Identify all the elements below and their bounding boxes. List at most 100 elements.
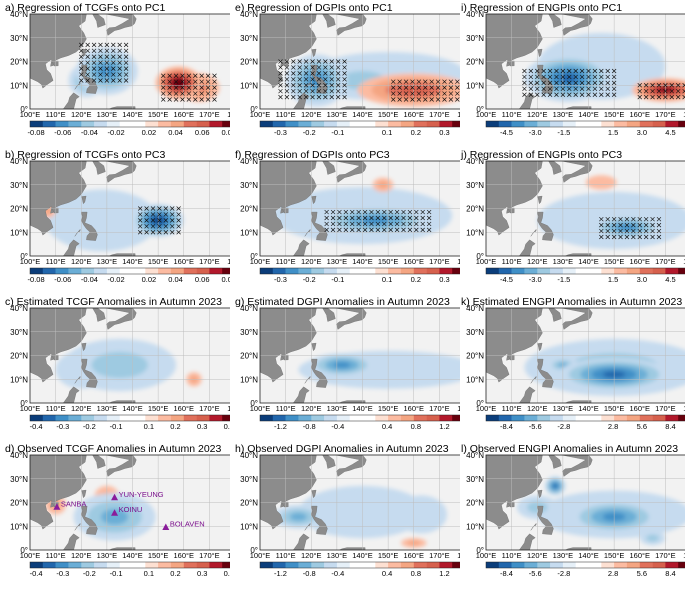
colorbar-segment	[132, 268, 146, 274]
hatch-mark	[98, 54, 103, 59]
map-g: 0° 10°N 20°N 30°N 40°N 100°E 110°E 120°E 130°E 14…	[240, 304, 460, 431]
hatch-mark	[423, 91, 428, 96]
colorbar-segment	[413, 415, 427, 421]
hatch-mark	[599, 86, 604, 92]
hatch-mark	[323, 88, 328, 94]
colorbar-tick-label: 0.3	[197, 422, 207, 431]
hatch-mark	[611, 222, 617, 228]
hatch-mark	[435, 91, 441, 96]
hatch-mark	[111, 60, 116, 65]
lon-tick-label: 120°E	[527, 404, 548, 413]
panel-title: g) Estimated DGPI Anomalies in Autumn 20…	[235, 296, 450, 308]
lon-tick-label: 120°E	[301, 257, 322, 266]
colorbar-segment	[196, 268, 210, 274]
hatch-mark	[420, 209, 425, 215]
colorbar-tick-label: -0.3	[274, 128, 287, 137]
colorbar-segment	[524, 562, 538, 568]
colorbar-segment	[349, 268, 363, 274]
colorbar: -8.4 -5.6 -2.8 2.8 5.6 8.4	[485, 561, 685, 578]
hatch-mark	[79, 66, 84, 71]
lat-tick-label: 0°	[20, 546, 28, 555]
colorbar-segment	[575, 268, 589, 274]
hatch-mark	[176, 212, 181, 217]
hatch-mark	[329, 88, 334, 94]
hatch-mark	[291, 65, 296, 70]
hatch-mark	[637, 83, 642, 88]
colorbar-segment	[298, 562, 312, 568]
lon-tick-label: 140°E	[122, 404, 143, 413]
colorbar-segment	[94, 415, 108, 421]
colorbar-segment	[486, 562, 500, 568]
hatch-mark	[554, 80, 559, 86]
hatch-mark	[137, 206, 143, 211]
colorbar-segment	[537, 562, 551, 568]
hatch-mark	[528, 86, 534, 92]
lat-tick-label: 40°N	[466, 304, 484, 313]
hatch-mark	[414, 215, 419, 221]
colorbar-tick-label: 0.8	[411, 422, 421, 431]
land	[260, 455, 367, 550]
lon-tick-label: 120°E	[527, 110, 548, 119]
colorbar: -8.4 -5.6 -2.8 2.8 5.6 8.4	[485, 414, 685, 431]
lon-tick-label: 110°E	[276, 257, 296, 266]
hatch-mark	[618, 216, 623, 222]
lat-tick-label: 30°N	[240, 328, 258, 337]
colorbar-segment	[511, 121, 525, 127]
hatch-mark	[362, 221, 368, 227]
colorbar-segment	[426, 562, 440, 568]
panel-f: f) Regression of DGPIs onto PC3 0° 10°N 20°…	[235, 149, 460, 296]
hatch-mark	[586, 80, 591, 86]
colorbar-segment	[639, 415, 653, 421]
colorbar-segment	[132, 121, 146, 127]
hatch-mark	[91, 60, 97, 65]
colorbar-segment	[562, 121, 576, 127]
lon-tick-label: 150°E	[148, 404, 169, 413]
hatch-mark	[291, 71, 296, 76]
lat-tick-label: 0°	[250, 105, 258, 114]
lon-tick-label: 170°E	[429, 257, 450, 266]
hatch-mark	[560, 68, 566, 74]
lon-tick-label: 100°E	[476, 551, 497, 560]
lat-tick-label: 40°N	[466, 451, 484, 460]
colorbar: -0.08 -0.06 -0.04 -0.02 0.02 0.04 0.06 0.08	[28, 120, 230, 137]
hatch-mark	[369, 227, 374, 233]
colorbar-segment	[614, 268, 628, 274]
colorbar-segment	[260, 415, 274, 421]
hatch-mark	[535, 92, 540, 97]
hatch-mark	[303, 59, 309, 64]
colorbar-segment	[42, 562, 56, 568]
hatch-mark	[157, 230, 162, 235]
lat-tick-label: 20°N	[240, 205, 258, 214]
colorbar-tick-label: 8.4	[665, 569, 675, 578]
lat-tick-label: 40°N	[10, 157, 28, 166]
hatch-mark	[401, 227, 406, 233]
hatch-mark	[567, 80, 572, 86]
hatch-mark	[193, 79, 198, 84]
hatch-mark	[656, 228, 662, 234]
colorbar-tick-label: -1.5	[557, 128, 570, 137]
lat-tick-label: 30°N	[10, 475, 28, 484]
lon-tick-label: 130°E	[327, 257, 348, 266]
hatch-mark	[586, 74, 591, 80]
colorbar-segment	[272, 562, 286, 568]
colorbar-tick-label: 4.5	[665, 275, 675, 284]
hatch-mark	[356, 209, 361, 215]
hatch-mark	[199, 91, 204, 96]
colorbar-tick-label: 5.6	[637, 422, 647, 431]
hatch-mark	[342, 71, 347, 76]
land	[260, 161, 367, 256]
hatch-mark	[656, 94, 662, 100]
hatch-mark	[186, 73, 192, 78]
lon-tick-label: 170°E	[655, 404, 676, 413]
hatch-mark	[330, 227, 336, 233]
hatch-mark	[637, 234, 642, 240]
hatch-mark	[637, 94, 642, 100]
lat-tick-label: 10°N	[466, 522, 484, 531]
lon-tick-label: 130°E	[553, 404, 574, 413]
hatch-mark	[624, 216, 630, 222]
colorbar-segment	[81, 415, 95, 421]
colorbar-segment	[486, 121, 500, 127]
colorbar-segment	[550, 415, 564, 421]
hatch-mark	[91, 78, 97, 83]
hatch-mark	[157, 218, 162, 223]
